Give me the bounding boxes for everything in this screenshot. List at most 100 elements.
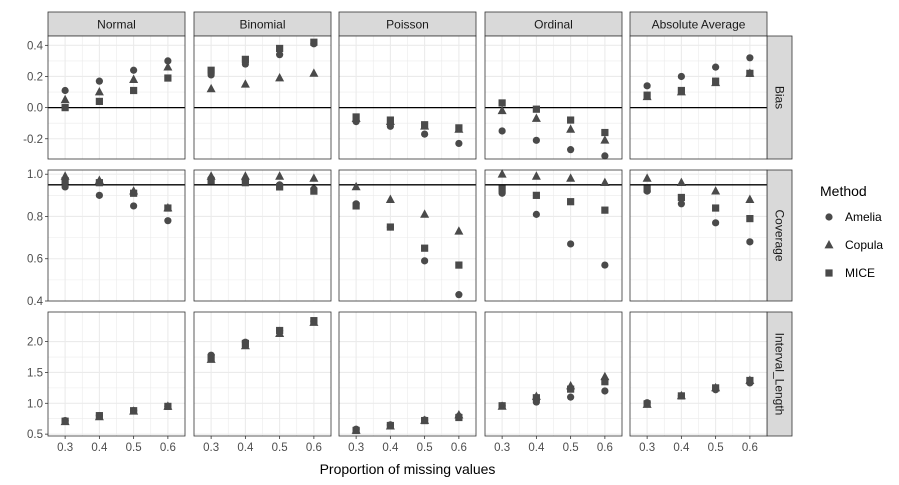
facet-strip-binomial: Binomial — [193, 11, 332, 37]
y-tick-label: 0.2 — [27, 71, 43, 83]
panel-bias-ordinal — [484, 35, 623, 160]
point-amelia — [746, 238, 754, 246]
point-amelia — [130, 66, 138, 74]
point-mice — [712, 384, 720, 392]
point-mice — [643, 185, 651, 193]
point-amelia — [95, 191, 103, 199]
legend: Method Amelia Copula MICE — [820, 183, 883, 280]
point-copula — [385, 194, 395, 203]
point-mice — [310, 38, 318, 46]
point-copula — [129, 74, 139, 83]
point-copula — [60, 94, 70, 104]
y-tick-label: 2.0 — [27, 337, 43, 349]
point-mice — [164, 402, 172, 410]
y-tick-label: 0.4 — [27, 296, 44, 308]
point-mice — [677, 86, 685, 95]
legend-label: Copula — [845, 238, 883, 252]
legend-label: Amelia — [845, 210, 882, 224]
point-copula — [275, 72, 285, 82]
point-mice — [532, 191, 540, 199]
facet-strip-normal: Normal — [47, 11, 186, 37]
x-tick-label: 0.6 — [742, 442, 758, 454]
point-copula — [206, 83, 216, 93]
x-tick-label: 0.3 — [639, 442, 655, 454]
facet-strip-poisson: Poisson — [338, 11, 477, 37]
point-amelia — [421, 257, 429, 265]
x-tick-label: 0.4 — [237, 442, 254, 454]
facet-column-label: Binomial — [239, 18, 285, 32]
x-tick-label: 0.5 — [708, 442, 724, 454]
point-copula — [566, 124, 576, 133]
point-mice — [455, 261, 463, 269]
facet-column-label: Normal — [97, 18, 136, 32]
point-amelia — [130, 202, 138, 210]
point-amelia — [712, 63, 720, 71]
point-mice — [164, 204, 172, 212]
point-mice — [455, 124, 463, 132]
panel-coverage-normal — [47, 169, 186, 302]
x-axis-title: Proportion of missing values — [320, 461, 496, 477]
legend-key-mice — [825, 269, 833, 277]
x-tick-label: 0.5 — [126, 442, 142, 454]
point-copula — [711, 186, 721, 195]
y-tick-label: 0.8 — [27, 211, 43, 223]
panel-border — [484, 311, 623, 437]
point-mice — [352, 426, 360, 435]
point-copula — [275, 171, 285, 180]
panel-bias-binomial — [193, 35, 332, 160]
point-mice — [421, 416, 429, 425]
point-copula — [163, 62, 173, 71]
legend-key-copula — [824, 240, 834, 249]
panel-border — [338, 169, 477, 302]
point-mice — [207, 354, 215, 362]
point-amelia — [532, 210, 540, 218]
point-mice — [498, 185, 506, 193]
x-tick-label: 0.5 — [563, 442, 579, 454]
facet-strip-absolute-average: Absolute Average — [629, 11, 768, 37]
point-amelia — [601, 152, 609, 160]
point-copula — [531, 171, 541, 180]
point-mice — [712, 204, 720, 212]
y-tick-label: 0.6 — [27, 254, 43, 266]
facet-column-label: Ordinal — [534, 18, 573, 32]
point-mice — [498, 402, 506, 410]
point-copula — [600, 371, 610, 381]
panel-coverage-absolute-average — [629, 169, 768, 302]
panel-border — [338, 311, 477, 437]
panel-coverage-ordinal — [484, 169, 623, 302]
point-amelia — [276, 51, 284, 59]
point-mice — [677, 392, 685, 400]
point-amelia — [455, 139, 463, 148]
point-copula — [94, 87, 104, 96]
point-amelia — [498, 127, 506, 135]
point-copula — [420, 209, 430, 218]
point-mice — [276, 44, 284, 53]
point-mice — [421, 244, 429, 252]
facet-column-label: Absolute Average — [652, 18, 746, 32]
point-mice — [241, 55, 249, 63]
point-mice — [207, 66, 215, 74]
point-mice — [532, 394, 540, 402]
point-mice — [601, 206, 609, 214]
point-mice — [310, 187, 318, 195]
point-amelia — [61, 183, 69, 191]
point-mice — [712, 77, 720, 85]
y-tick-label: 1.0 — [27, 169, 43, 181]
point-mice — [643, 400, 651, 408]
point-amelia — [643, 82, 651, 90]
panel-border — [484, 35, 623, 160]
panel-border — [629, 311, 768, 437]
facet-strip-ordinal: Ordinal — [484, 11, 623, 37]
point-mice — [61, 104, 69, 112]
point-mice — [241, 179, 249, 187]
point-mice — [61, 417, 69, 425]
point-mice — [241, 339, 249, 348]
panel-interval_length-ordinal — [484, 311, 623, 437]
facet-strip-bias: Bias — [766, 35, 793, 160]
point-mice — [746, 214, 754, 223]
panel-border — [338, 35, 477, 160]
panel-interval_length-normal — [47, 311, 186, 437]
point-mice — [352, 113, 360, 121]
point-copula — [240, 79, 250, 88]
point-amelia — [532, 136, 540, 144]
